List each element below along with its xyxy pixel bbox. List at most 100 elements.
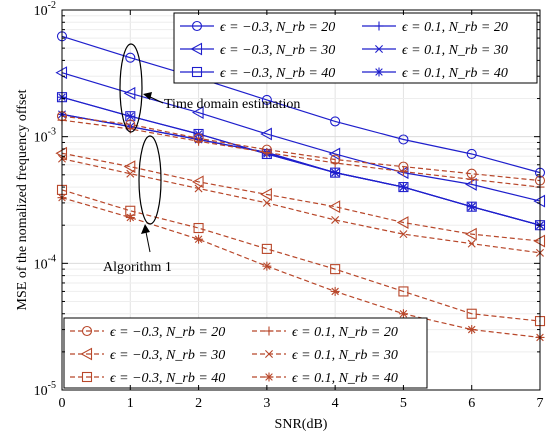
- legend-entry: ϵ = −0.3, N_rb = 30: [70, 347, 225, 363]
- marker-shape: [331, 215, 340, 224]
- marker-triangle-left: [123, 86, 136, 100]
- marker-shape: [262, 198, 271, 207]
- legend-box: [63, 317, 428, 389]
- marker-asterisk: [467, 325, 477, 335]
- legend-entry: ϵ = 0.1, N_rb = 30: [362, 43, 508, 58]
- x-axis-label: SNR(dB): [275, 417, 328, 432]
- marker-triangle-left: [80, 347, 93, 361]
- marker-shape: [126, 213, 135, 222]
- marker-shape: [261, 94, 272, 105]
- marker-square: [398, 286, 409, 297]
- annotation-arrowhead-alg1: [141, 224, 150, 234]
- marker-plus: [262, 147, 272, 157]
- marker-shape: [260, 127, 272, 141]
- marker-circle: [466, 148, 477, 160]
- annotation-arrow-alg1: [145, 231, 151, 253]
- marker-shape: [375, 68, 383, 76]
- marker-shape: [265, 350, 273, 358]
- marker-shape: [125, 52, 136, 63]
- legend-entry: ϵ = −0.3, N_rb = 20: [70, 325, 225, 340]
- legend-entry: ϵ = 0.1, N_rb = 20: [252, 325, 398, 340]
- marker-plus: [264, 326, 274, 336]
- marker-shape: [191, 20, 203, 32]
- marker-x: [262, 198, 271, 207]
- legend-text: ϵ = −0.3, N_rb = 40: [110, 371, 225, 386]
- marker-plus: [398, 167, 408, 177]
- legend-entry: ϵ = −0.3, N_rb = 20: [180, 20, 335, 35]
- marker-shape: [399, 230, 408, 239]
- marker-shape: [330, 116, 341, 127]
- annotation-time-domain: Time domain estimation: [164, 97, 300, 112]
- series-line: [61, 197, 541, 339]
- legend-text: ϵ = −0.3, N_rb = 30: [110, 348, 225, 363]
- marker-shape: [123, 160, 136, 174]
- marker-circle: [398, 134, 409, 145]
- marker-plus: [194, 136, 204, 146]
- marker-plus: [467, 174, 477, 184]
- x-tick-label: 7: [537, 396, 544, 411]
- marker-shape: [396, 216, 409, 229]
- marker-x: [467, 239, 476, 248]
- marker-triangle-left: [260, 187, 272, 201]
- marker-x: [375, 45, 383, 53]
- legend-text: ϵ = 0.1, N_rb = 20: [292, 325, 398, 340]
- marker-shape: [328, 200, 341, 214]
- series-line: [61, 96, 541, 226]
- legend-text: ϵ = −0.3, N_rb = 40: [220, 66, 335, 81]
- legend-text: ϵ = 0.1, N_rb = 30: [402, 43, 508, 58]
- marker-shape: [331, 287, 339, 296]
- marker-x: [331, 215, 340, 224]
- marker-shape: [81, 325, 93, 337]
- marker-plus: [330, 158, 340, 168]
- legend-text: ϵ = −0.3, N_rb = 20: [110, 325, 225, 340]
- marker-square: [466, 308, 477, 319]
- annotation-ellipse-alg1: [138, 135, 162, 225]
- marker-shape: [80, 347, 93, 361]
- marker-shape: [191, 66, 203, 78]
- marker-shape: [191, 175, 204, 189]
- marker-shape: [399, 183, 408, 191]
- x-tick-label: 5: [400, 396, 407, 411]
- marker-shape: [126, 169, 135, 178]
- x-tick-label: 0: [59, 396, 66, 411]
- annotation-layer: Time domain estimation Algorithm 1: [103, 43, 300, 275]
- series-alg1-epsm0.3-nrb30: [55, 146, 546, 248]
- marker-shape: [398, 286, 409, 297]
- marker-asterisk: [125, 213, 135, 223]
- marker-asterisk: [125, 111, 135, 121]
- marker-asterisk: [194, 234, 204, 244]
- legend-text: ϵ = 0.1, N_rb = 40: [402, 66, 508, 81]
- marker-shape: [123, 86, 136, 100]
- annotation-arrowhead-time: [143, 92, 152, 100]
- marker-shape: [260, 187, 272, 201]
- marker-shape: [465, 227, 477, 241]
- annotation-algorithm-1: Algorithm 1: [103, 260, 172, 275]
- marker-triangle-left: [191, 175, 204, 189]
- legend-time-domain: ϵ = −0.3, N_rb = 20 ϵ = 0.1, N_rb = 20 ϵ =…: [173, 12, 538, 84]
- y-axis-label: MSE of the nomalized frequency offset: [15, 89, 30, 310]
- series-alg1-eps0.1-nrb40: [57, 193, 545, 342]
- marker-triangle-left: [465, 227, 477, 241]
- marker-square: [330, 264, 341, 275]
- marker-x: [399, 230, 408, 239]
- marker-shape: [328, 147, 341, 161]
- annotation-ellipse-time: [119, 43, 143, 133]
- series-line: [61, 119, 541, 188]
- series-line: [61, 35, 541, 174]
- marker-asterisk: [467, 202, 477, 212]
- series-line: [61, 189, 541, 322]
- legend-entry: ϵ = −0.3, N_rb = 40: [70, 371, 225, 386]
- marker-asterisk: [264, 372, 274, 382]
- marker-shape: [81, 371, 93, 383]
- legend-entry: ϵ = −0.3, N_rb = 30: [180, 42, 335, 58]
- x-tick-label: 3: [263, 396, 270, 411]
- marker-shape: [398, 134, 409, 145]
- series-line: [61, 152, 541, 242]
- marker-triangle-left: [328, 200, 341, 214]
- marker-x: [126, 169, 135, 178]
- marker-asterisk: [330, 286, 340, 296]
- marker-square: [191, 66, 203, 78]
- marker-asterisk: [262, 261, 272, 271]
- marker-asterisk: [330, 168, 340, 178]
- marker-x: [265, 350, 273, 358]
